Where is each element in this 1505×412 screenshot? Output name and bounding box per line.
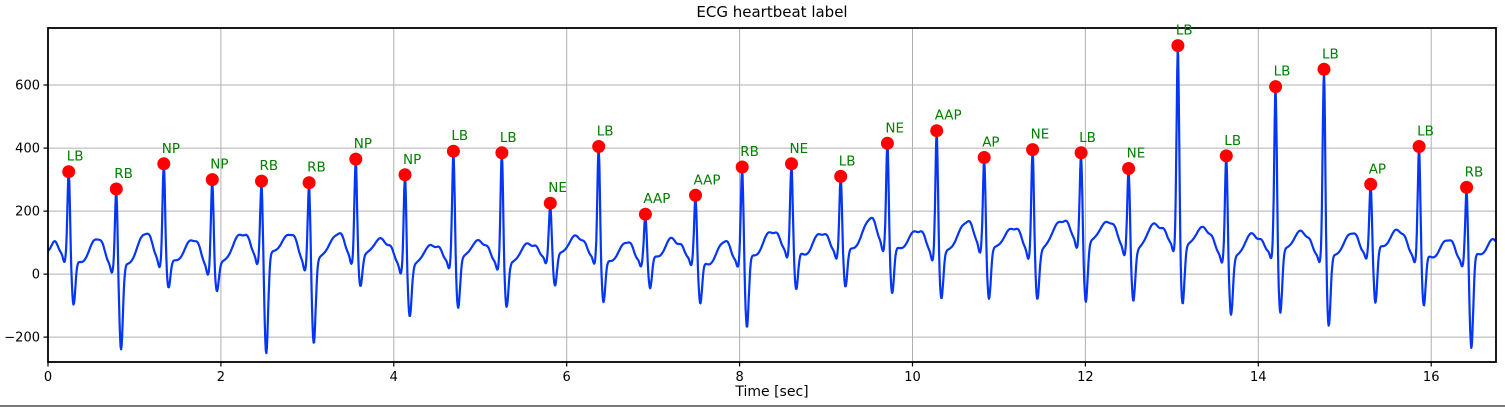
peak-marker-dot	[1122, 162, 1136, 175]
peak-label: LB	[451, 128, 468, 144]
peak-marker-dot	[1219, 149, 1233, 163]
peak-label: NE	[1031, 127, 1050, 143]
peak-label: NP	[354, 136, 372, 152]
chart-title: ECG heartbeat label	[696, 3, 848, 21]
peak-label: RB	[740, 144, 759, 160]
peak-label: LB	[1224, 133, 1241, 149]
peak-label: RB	[307, 160, 326, 176]
peak-label: LB	[839, 153, 856, 169]
y-tick-label: 600	[15, 79, 40, 94]
x-tick-label: 0	[44, 370, 52, 385]
peak-marker-dot	[543, 196, 557, 210]
peak-marker-dot	[977, 151, 991, 164]
peak-label: AAP	[694, 172, 721, 188]
y-tick-label: −200	[4, 331, 40, 346]
peak-marker-dot	[1364, 177, 1378, 191]
y-tick-label: 200	[15, 205, 40, 220]
ecg-signal-line	[48, 47, 1496, 355]
peak-label: LB	[1079, 130, 1096, 146]
y-tick-label: 0	[32, 268, 40, 283]
x-tick-label: 16	[1423, 370, 1440, 385]
peak-marker-dot	[1412, 140, 1426, 153]
peak-label: LB	[1274, 64, 1291, 80]
peak-marker-dot	[109, 182, 123, 196]
peak-marker-dot	[62, 165, 76, 179]
peak-marker-dot	[1026, 143, 1040, 157]
peak-label: NE	[885, 120, 904, 136]
bottom-divider-line	[0, 405, 1505, 407]
peak-label: LB	[1417, 124, 1434, 140]
peak-label: LB	[597, 124, 614, 140]
peak-label: AAP	[935, 108, 962, 124]
x-tick-label: 8	[735, 370, 743, 385]
peak-marker-dot	[834, 169, 848, 183]
peak-label: NE	[548, 180, 567, 196]
peak-marker-dot	[495, 146, 509, 160]
peak-label: AP	[1369, 161, 1386, 177]
peak-label: NP	[210, 157, 228, 173]
peak-marker-dot	[689, 188, 702, 202]
peak-marker-dot	[592, 140, 606, 153]
x-tick-label: 2	[217, 370, 225, 385]
peak-label: NP	[403, 152, 421, 168]
peak-marker-dot	[930, 124, 944, 138]
peak-label: RB	[1465, 164, 1484, 180]
peak-marker-dot	[302, 176, 316, 190]
x-tick-label: 4	[390, 370, 398, 385]
peak-label: AAP	[643, 191, 670, 207]
peak-marker-dot	[349, 152, 363, 166]
y-tick-label: 400	[15, 142, 40, 157]
peak-marker-dot	[735, 160, 749, 174]
peak-label: NP	[162, 141, 180, 157]
peak-marker-dot	[880, 136, 894, 150]
peak-label: LB	[500, 130, 517, 146]
peak-marker-dot	[157, 157, 171, 171]
x-tick-label: 14	[1250, 370, 1267, 385]
peak-marker-dot	[1171, 39, 1185, 53]
peak-label: AP	[982, 135, 999, 151]
x-tick-label: 6	[563, 370, 571, 385]
peak-label: RB	[114, 166, 133, 182]
peak-label: LB	[1176, 23, 1193, 39]
plot-border	[47, 27, 1497, 363]
peak-label: NE	[790, 141, 809, 157]
peak-marker-dot	[1317, 62, 1331, 76]
peak-marker-dot	[255, 174, 268, 188]
peak-marker-dot	[1074, 146, 1088, 160]
peak-label: RB	[260, 158, 279, 174]
x-axis-label: Time [sec]	[735, 384, 809, 400]
peak-label: LB	[67, 149, 84, 165]
peak-marker-dot	[1460, 180, 1474, 194]
peak-label: LB	[1322, 46, 1339, 62]
peak-marker-dot	[785, 157, 798, 171]
peak-label: NE	[1127, 146, 1146, 162]
peak-marker-dot	[638, 207, 652, 221]
x-tick-label: 12	[1077, 370, 1094, 385]
peak-marker-dot	[205, 173, 219, 187]
x-tick-label: 10	[904, 370, 921, 385]
peak-marker-dot	[446, 144, 460, 158]
peak-marker-dot	[398, 168, 412, 182]
peak-marker-dot	[1269, 80, 1283, 94]
